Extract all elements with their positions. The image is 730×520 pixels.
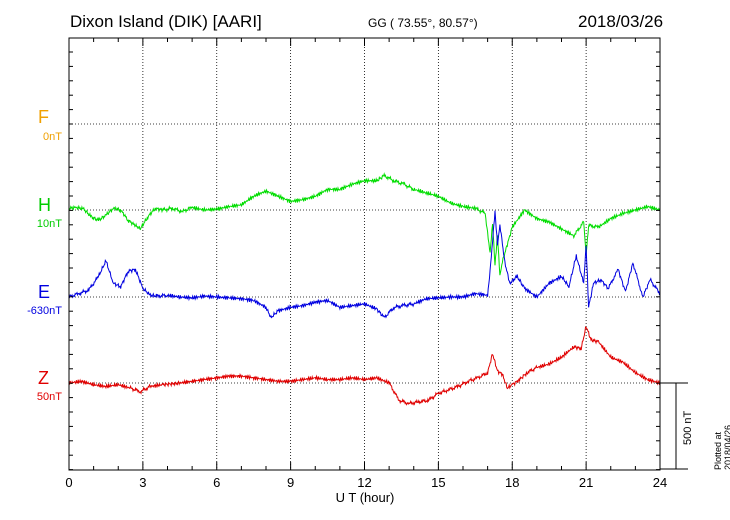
channel-z-label: Z [38,368,49,388]
x-tick-label: 0 [65,475,73,490]
data-traces [68,172,661,406]
scale-bar-label: 500 nT [682,410,694,445]
channel-f-label: F [38,107,49,127]
scale-bar [660,382,688,470]
plotted-timestamp: Plotted at 2018/04/26 01:37 UT [713,424,730,470]
date-label: 2018/03/26 [578,12,664,31]
channel-z-baseline: 50nT [36,391,62,403]
x-tick-label: 24 [652,475,668,490]
axis-ticks [68,38,661,471]
grid-lines [69,38,660,470]
x-tick-label: 12 [357,475,372,490]
x-axis-label: U T (hour) [335,490,395,505]
x-tick-label: 15 [431,475,446,490]
channel-f-baseline: 0nT [43,131,62,143]
x-tick-label: 21 [578,475,594,490]
x-tick-label: 18 [505,475,520,490]
x-tick-label: 6 [213,475,221,490]
channel-e-label: E [38,282,51,302]
channel-h-label: H [38,195,51,215]
channel-h-baseline: 10nT [36,218,62,230]
trace-z [68,326,661,406]
trace-h [68,172,661,276]
x-tick-label: 9 [287,475,295,490]
trace-e [68,210,661,319]
station-title: Dixon Island (DIK) [AARI] [70,12,262,31]
coordinates-label: GG ( 73.55°, 80.57°) [368,16,478,30]
channel-e-baseline: -630nT [27,305,62,317]
x-tick-label: 3 [139,475,147,490]
